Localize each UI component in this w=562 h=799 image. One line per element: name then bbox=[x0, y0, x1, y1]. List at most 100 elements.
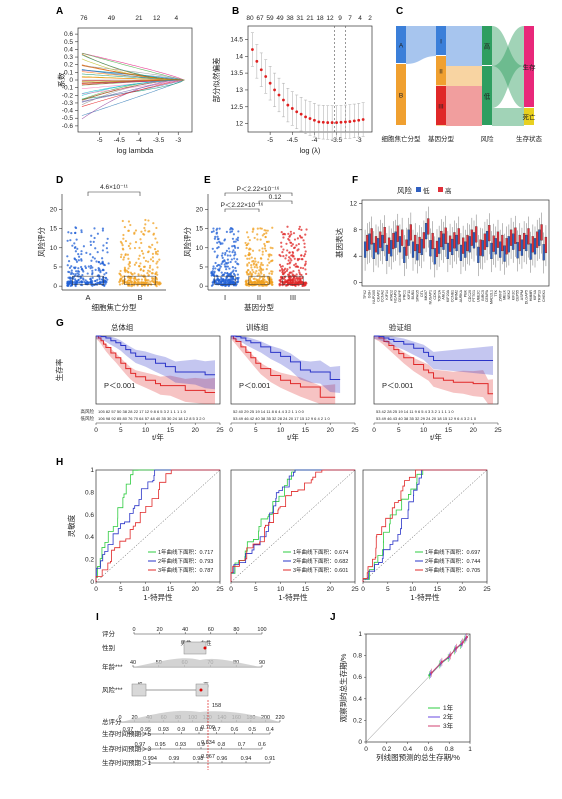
risk-score-point bbox=[221, 252, 224, 255]
risk-score-point bbox=[226, 265, 229, 268]
x-tick-label: 5 bbox=[119, 586, 123, 593]
risk-score-point bbox=[151, 256, 155, 259]
risk-score-point bbox=[80, 284, 84, 287]
expression-box bbox=[377, 238, 380, 255]
risk-score-point bbox=[252, 284, 255, 287]
risk-score-point bbox=[66, 264, 69, 267]
risk-score-point bbox=[217, 246, 220, 249]
risk-score-point bbox=[68, 276, 71, 279]
top-count-label: 21 bbox=[306, 15, 314, 22]
expression-box bbox=[414, 234, 417, 252]
risk-score-point bbox=[280, 231, 283, 234]
risk-score-point bbox=[74, 279, 77, 282]
top-count-label: 2 bbox=[368, 15, 372, 22]
risk-score-point bbox=[85, 280, 89, 283]
deviance-point bbox=[344, 120, 347, 124]
y-tick-label: 0.5 bbox=[64, 39, 73, 46]
risk-score-point bbox=[261, 250, 264, 253]
plot-frame bbox=[365, 633, 471, 743]
risk-score-point bbox=[290, 244, 293, 247]
risk-score-point bbox=[236, 273, 239, 276]
risk-score-point bbox=[232, 240, 236, 243]
risk-score-point bbox=[289, 257, 292, 260]
risk-score-point bbox=[232, 233, 235, 236]
risk-score-point bbox=[86, 272, 89, 275]
risk-score-point bbox=[225, 230, 228, 233]
risk-score-point bbox=[298, 282, 301, 285]
risk-score-point bbox=[268, 261, 271, 264]
risk-score-point bbox=[223, 284, 226, 287]
risk-score-point bbox=[292, 246, 296, 250]
nomogram-tick-label: 20 bbox=[157, 627, 163, 633]
risk-score-point bbox=[89, 240, 92, 243]
x-tick-label: 0.4 bbox=[403, 746, 412, 753]
risk-score-point bbox=[245, 280, 248, 283]
sankey-axis-label: 细胞焦亡分型 bbox=[382, 134, 422, 143]
risk-score-point bbox=[91, 276, 94, 279]
x-tick-label: 0.2 bbox=[382, 746, 391, 753]
risk-score-point bbox=[147, 282, 150, 285]
panel-g-km-1: 训练组 P＜0.001 52 40 29 25 19 14 11 8 6 4 4 3… bbox=[229, 322, 359, 442]
significance-bracket bbox=[224, 208, 260, 212]
survival-curve bbox=[96, 335, 216, 376]
risk-score-point bbox=[246, 263, 249, 266]
y-axis-label: 部分似然偏差 bbox=[211, 57, 221, 102]
risk-score-point bbox=[77, 267, 80, 270]
risk-score-point bbox=[77, 281, 81, 284]
sankey-flow bbox=[492, 26, 524, 108]
risk-score-point bbox=[303, 242, 306, 245]
risk-score-point bbox=[268, 255, 271, 258]
gene-name-label: PBK bbox=[463, 289, 467, 297]
risk-score-point bbox=[217, 263, 220, 267]
gene-name-label: KIF14 bbox=[385, 290, 389, 300]
risk-score-point bbox=[210, 284, 214, 287]
risk-score-point bbox=[214, 279, 217, 282]
risk-score-point bbox=[263, 232, 266, 236]
risk-score-point bbox=[253, 266, 256, 269]
y-tick-label: -0.1 bbox=[62, 85, 74, 92]
risk-score-point bbox=[256, 280, 259, 284]
risk-score-point bbox=[248, 277, 252, 281]
y-tick-label: 0.2 bbox=[85, 557, 94, 564]
risk-score-point bbox=[80, 230, 83, 234]
risk-score-point bbox=[293, 278, 296, 282]
risk-score-point bbox=[278, 283, 282, 286]
expression-box bbox=[520, 239, 524, 256]
top-count-label: 4 bbox=[358, 15, 362, 22]
y-axis-label: 系数 bbox=[56, 72, 66, 87]
risk-score-point bbox=[279, 254, 282, 258]
x-tick-label: 10 bbox=[409, 586, 417, 593]
risk-score-point bbox=[216, 277, 219, 281]
expression-box bbox=[492, 235, 495, 252]
risk-score-point bbox=[99, 262, 102, 265]
risk-score-point bbox=[146, 251, 150, 254]
risk-score-point bbox=[84, 266, 88, 270]
x-axis-label: log lambda bbox=[117, 146, 155, 155]
risk-score-point bbox=[87, 265, 90, 268]
survival-curve bbox=[374, 335, 494, 395]
risk-score-point bbox=[93, 227, 96, 230]
risk-score-point bbox=[123, 266, 127, 269]
risk-score-point bbox=[284, 267, 287, 270]
risk-score-point bbox=[260, 227, 263, 230]
expression-box bbox=[475, 226, 478, 243]
y-axis-label: 风险评分 bbox=[36, 227, 46, 257]
risk-score-point bbox=[77, 278, 80, 281]
nomogram-tick-label: 0.93 bbox=[158, 727, 169, 733]
risk-score-point bbox=[156, 250, 160, 253]
risk-score-point bbox=[264, 280, 268, 283]
risk-score-point bbox=[298, 234, 302, 237]
risk-score-point bbox=[282, 282, 285, 285]
gene-name-label: RRM2 bbox=[455, 290, 459, 300]
p-value-label: P＜0.001 bbox=[239, 381, 270, 390]
y-tick-label: 14 bbox=[236, 53, 244, 60]
deviance-point bbox=[268, 81, 272, 85]
risk-score-point bbox=[91, 256, 94, 259]
risk-score-point bbox=[80, 252, 83, 256]
risk-score-point bbox=[154, 237, 157, 240]
legend-label: 高 bbox=[445, 186, 452, 195]
top-count-label: 9 bbox=[338, 15, 342, 22]
sankey-flow bbox=[446, 86, 482, 126]
risk-score-point bbox=[216, 235, 219, 238]
